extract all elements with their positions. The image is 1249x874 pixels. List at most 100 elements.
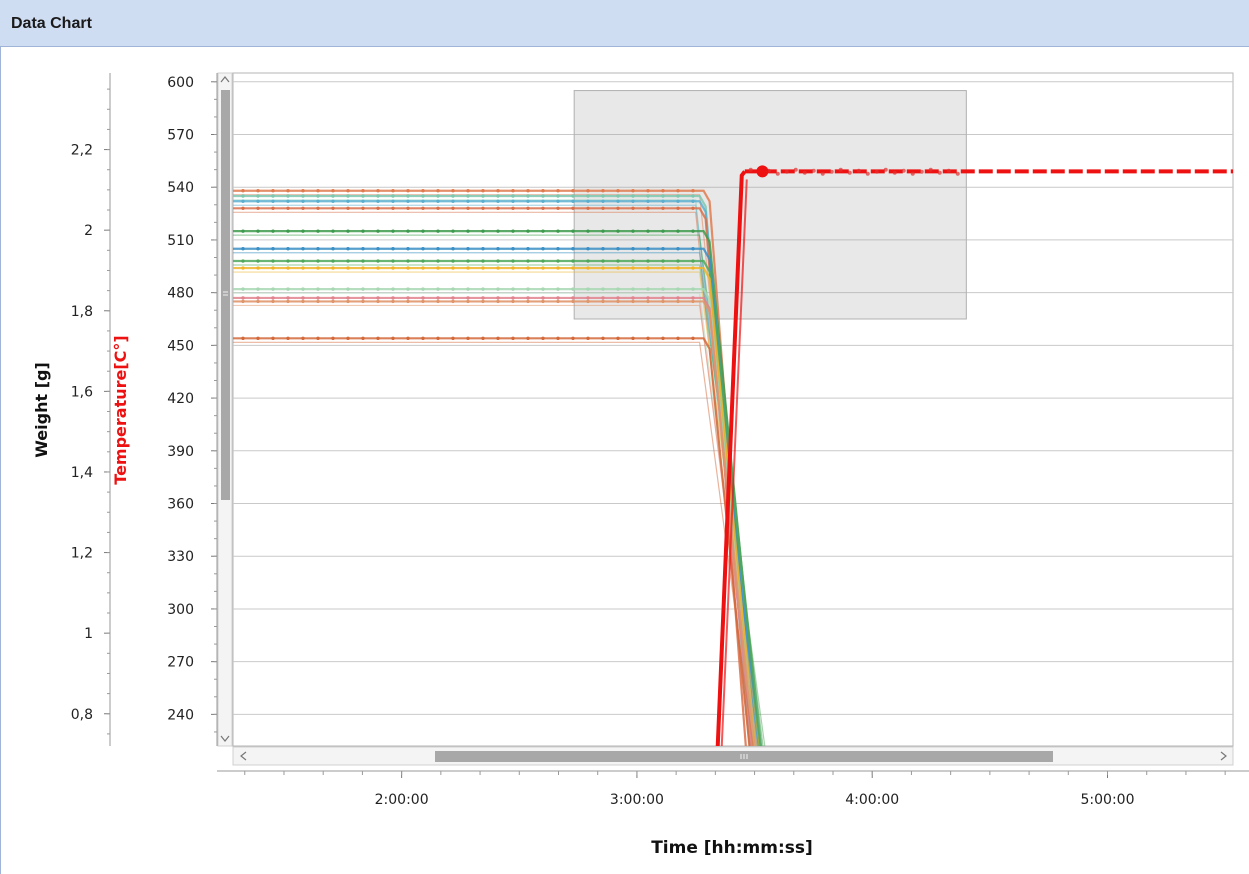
weight-series-point — [316, 247, 320, 251]
weight-series-point — [256, 336, 260, 341]
temperature-tick-label: 510 — [167, 233, 194, 249]
weight-series-point — [271, 194, 275, 198]
weight-series-point — [271, 229, 275, 233]
weight-series-point — [601, 296, 605, 300]
weight-series-point — [601, 266, 605, 270]
weight-series-point — [421, 206, 425, 211]
temperature-marker — [756, 165, 769, 178]
weight-series-point — [361, 194, 365, 198]
weight-series-point — [496, 247, 500, 251]
weight-series-point — [331, 336, 335, 341]
weight-series-point — [466, 206, 470, 211]
weight-series-point — [421, 299, 425, 304]
weight-series-point — [631, 296, 635, 300]
weight-series-point — [346, 287, 350, 291]
weight-series-point — [586, 189, 590, 193]
vertical-scrollbar[interactable] — [217, 72, 233, 747]
temperature-series-point — [865, 171, 870, 176]
weight-series-point — [466, 189, 470, 193]
weight-series-point — [361, 299, 365, 304]
scroll-left-arrow-icon[interactable] — [240, 751, 247, 761]
weight-series-point — [316, 299, 320, 304]
weight-series-point — [286, 299, 290, 304]
weight-series-point — [556, 266, 560, 270]
weight-series-point — [601, 287, 605, 291]
weight-series-point — [241, 229, 245, 233]
weight-series-point — [631, 287, 635, 291]
scroll-up-arrow-icon[interactable] — [220, 76, 230, 83]
weight-series-point — [286, 287, 290, 291]
weight-series-point — [481, 189, 485, 193]
weight-series-point — [376, 299, 380, 304]
weight-series-point — [301, 247, 305, 251]
weight-series-point — [601, 247, 605, 251]
weight-series-point — [631, 229, 635, 233]
weight-series-point — [286, 189, 290, 193]
weight-series-point — [406, 194, 410, 198]
weight-series-point — [391, 259, 395, 263]
weight-series-point — [286, 206, 290, 211]
weight-series-point — [691, 189, 695, 193]
weight-tick-label: 1,2 — [71, 546, 93, 562]
weight-series-point — [241, 287, 245, 291]
weight-series-point — [676, 336, 680, 341]
weight-tick-label: 1,6 — [71, 384, 93, 400]
weight-series-point — [646, 247, 650, 251]
weight-series-point — [691, 266, 695, 270]
weight-series-point — [541, 194, 545, 198]
weight-series-point — [511, 247, 515, 251]
weight-series-point — [616, 189, 620, 193]
weight-series-point — [241, 189, 245, 193]
weight-series-point — [601, 199, 605, 203]
weight-series-point — [346, 336, 350, 341]
weight-series-point — [496, 336, 500, 341]
weight-series-point — [586, 299, 590, 304]
weight-tick-label: 2 — [84, 223, 93, 239]
weight-series-point — [496, 199, 500, 203]
x-tick-label: 3:00:00 — [610, 792, 664, 808]
weight-series-point — [586, 199, 590, 203]
scroll-down-arrow-icon[interactable] — [220, 735, 230, 742]
weight-series-point — [481, 259, 485, 263]
weight-series-point — [556, 296, 560, 300]
weight-series-point — [631, 259, 635, 263]
weight-series-point — [511, 199, 515, 203]
weight-series-point — [391, 299, 395, 304]
weight-series-point — [331, 247, 335, 251]
weight-series-point — [556, 199, 560, 203]
weight-series-point — [436, 259, 440, 263]
scroll-right-arrow-icon[interactable] — [1220, 751, 1227, 761]
weight-series-point — [286, 259, 290, 263]
temperature-tick-label: 330 — [167, 549, 194, 565]
temperature-series-point — [802, 170, 807, 175]
weight-series-point — [541, 336, 545, 341]
weight-series-point — [451, 199, 455, 203]
weight-series-point — [391, 229, 395, 233]
weight-series-point — [466, 287, 470, 291]
weight-series-point — [316, 336, 320, 341]
horizontal-scrollbar[interactable] — [232, 746, 1234, 766]
weight-series-point — [661, 247, 665, 251]
weight-series-point — [466, 194, 470, 198]
weight-series-point — [436, 287, 440, 291]
weight-series-point — [406, 229, 410, 233]
weight-series-point — [331, 194, 335, 198]
weight-series-point — [241, 336, 245, 341]
weight-series-point — [271, 259, 275, 263]
weight-series-point — [511, 259, 515, 263]
weight-series-point — [346, 199, 350, 203]
weight-series-point — [526, 194, 530, 198]
temperature-series-point — [946, 168, 951, 173]
weight-series-point — [496, 194, 500, 198]
weight-series-point — [481, 199, 485, 203]
weight-series-point — [361, 247, 365, 251]
weight-series-point — [676, 299, 680, 304]
weight-series-point — [511, 336, 515, 341]
weight-series-point — [646, 194, 650, 198]
weight-series-point — [556, 287, 560, 291]
weight-tick-label: 1,4 — [71, 465, 93, 481]
temperature-tick-label: 480 — [167, 286, 194, 302]
panel-border — [0, 47, 1, 874]
weight-series-point — [646, 229, 650, 233]
